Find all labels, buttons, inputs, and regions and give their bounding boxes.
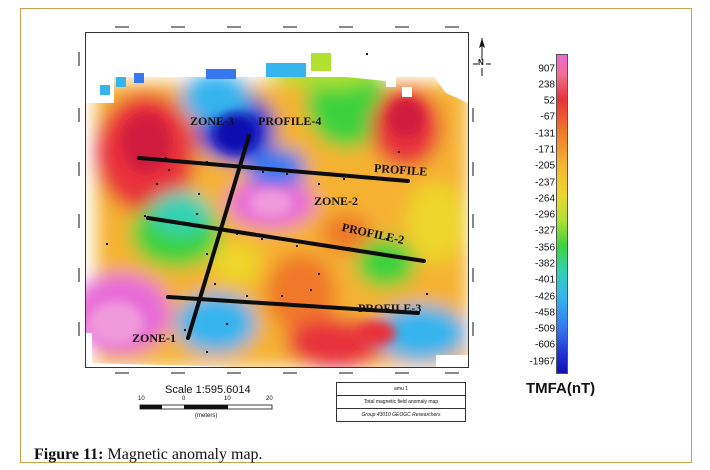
legend-value: -171 bbox=[534, 144, 555, 156]
profile-2-line bbox=[146, 216, 426, 263]
figure-caption-text: Magnetic anomaly map. bbox=[107, 446, 263, 463]
north-arrow: N bbox=[470, 36, 494, 78]
north-arrow-icon bbox=[473, 38, 491, 76]
scale-bar: 10 0 10 20 bbox=[138, 395, 278, 425]
profile-4-label: PROFILE-4 bbox=[258, 114, 322, 128]
legend-value: -296 bbox=[534, 209, 555, 221]
scale-tick-label: 0 bbox=[182, 396, 186, 402]
anomaly-contour-svg bbox=[86, 33, 468, 367]
legend-value: -205 bbox=[534, 160, 555, 172]
legend-value: -327 bbox=[534, 225, 555, 237]
info-line-1: amu 1 bbox=[337, 383, 465, 396]
legend-value: -1967 bbox=[529, 356, 555, 368]
zone-1-label: ZONE-1 bbox=[132, 331, 177, 345]
north-label: N bbox=[478, 58, 484, 67]
profile-3-label: PROFILE-3 bbox=[358, 301, 422, 315]
info-line-2: Total magnetic field anomaly map bbox=[337, 396, 465, 409]
info-line-3: Group 43010 GEOGC Researchers bbox=[361, 412, 441, 418]
legend-value: 238 bbox=[538, 79, 555, 91]
map-info-box: amu 1 Total magnetic field anomaly map G… bbox=[336, 382, 466, 422]
profile-1-line bbox=[137, 156, 410, 183]
profile-4-line bbox=[186, 134, 251, 340]
legend-value: -606 bbox=[534, 339, 555, 351]
figure-label: Figure 11: bbox=[34, 446, 104, 463]
scale-tick-label: 20 bbox=[266, 396, 273, 402]
scale-title: Scale 1:595.6014 bbox=[165, 384, 251, 396]
bottom-coordinate-ticks bbox=[115, 372, 459, 374]
legend-value: -264 bbox=[534, 193, 555, 205]
figure-caption: Figure 11: Magnetic anomaly map. bbox=[34, 446, 263, 464]
zone-2-label: ZONE-2 bbox=[314, 194, 359, 208]
legend-value: 907 bbox=[538, 63, 555, 75]
zone-3-label: ZONE-3 bbox=[190, 114, 235, 128]
legend-labels: 907 238 52 -67 -131 -171 -205 -237 -264 … bbox=[525, 54, 555, 372]
profile-3-line bbox=[166, 295, 420, 315]
left-coordinate-ticks bbox=[78, 52, 80, 336]
magnetic-anomaly-map: ZONE-3 PROFILE-4 PROFILE ZONE-2 PROFILE-… bbox=[85, 32, 469, 368]
legend-value: -458 bbox=[534, 307, 555, 319]
top-coordinate-ticks bbox=[115, 26, 459, 28]
scale-tick-label: 10 bbox=[224, 396, 231, 402]
legend-value: 52 bbox=[543, 95, 555, 107]
scale-unit: (meters) bbox=[195, 413, 218, 419]
scale-bar-graphic bbox=[139, 404, 273, 410]
legend-value: -67 bbox=[540, 111, 555, 123]
scale-tick-label: 10 bbox=[138, 396, 145, 402]
legend-value: -382 bbox=[534, 258, 555, 270]
legend-value: -509 bbox=[534, 323, 555, 335]
legend-value: -237 bbox=[534, 177, 555, 189]
legend-title: TMFA(nT) bbox=[526, 380, 596, 397]
legend-value: -356 bbox=[534, 242, 555, 254]
legend-value: -131 bbox=[534, 128, 555, 140]
right-coordinate-ticks bbox=[472, 108, 474, 336]
legend-value: -426 bbox=[534, 291, 555, 303]
legend-color-bar bbox=[556, 54, 568, 374]
legend-value: -401 bbox=[534, 274, 555, 286]
